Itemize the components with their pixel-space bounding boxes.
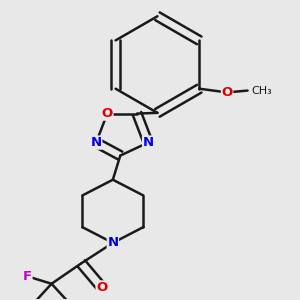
Text: O: O bbox=[102, 107, 113, 120]
Text: CH₃: CH₃ bbox=[251, 85, 272, 96]
Text: N: N bbox=[91, 136, 102, 149]
Text: N: N bbox=[107, 236, 118, 249]
Text: O: O bbox=[96, 281, 107, 294]
Text: F: F bbox=[23, 270, 32, 283]
Text: O: O bbox=[221, 86, 233, 99]
Text: N: N bbox=[142, 136, 154, 149]
